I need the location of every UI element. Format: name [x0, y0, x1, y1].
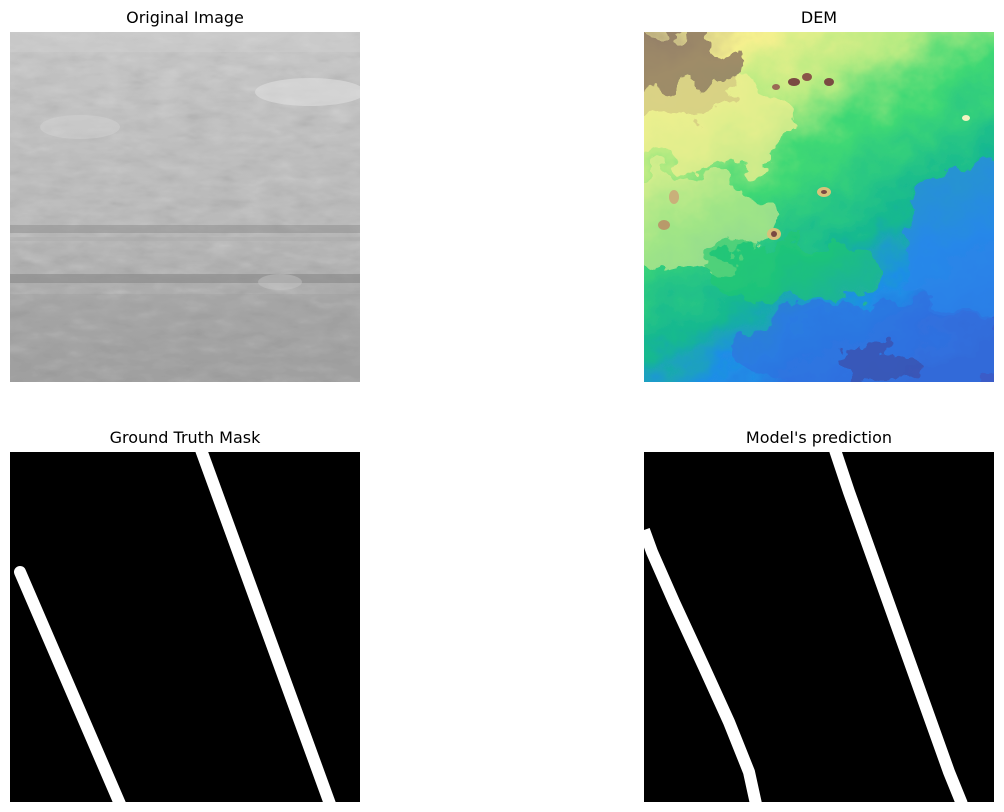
prediction-line-right	[829, 452, 968, 802]
ground-truth-mask-title: Ground Truth Mask	[109, 428, 261, 447]
original-image-title: Original Image	[126, 8, 244, 27]
prediction-line-left	[644, 527, 762, 802]
model-prediction-title: Model's prediction	[745, 428, 893, 447]
original-image	[10, 32, 360, 382]
mask-line-left	[14, 566, 126, 802]
mask-line-right	[195, 452, 336, 802]
dem-title: DEM	[800, 8, 838, 27]
dem-image	[644, 32, 994, 382]
ground-truth-mask-image	[10, 452, 360, 802]
model-prediction-image	[644, 452, 994, 802]
